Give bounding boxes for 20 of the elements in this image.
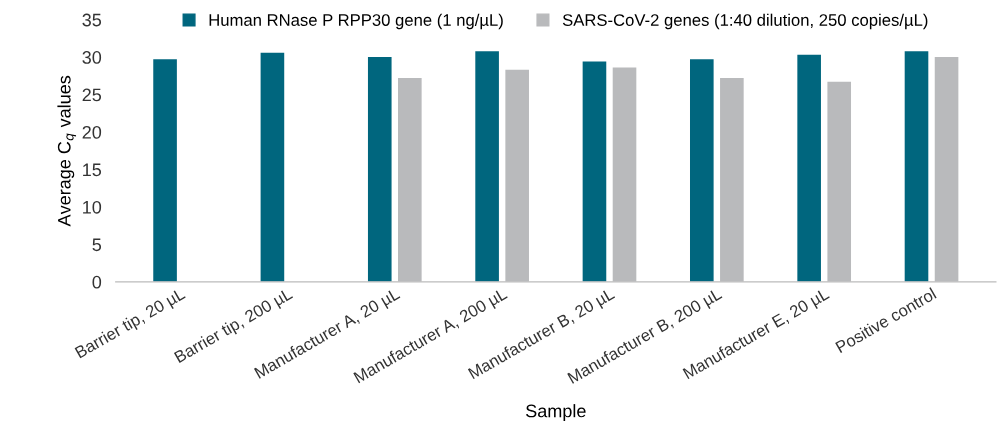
legend-label: Human RNase P RPP30 gene (1 ng/µL) [209, 13, 503, 30]
y-tick-label: 30 [82, 51, 102, 64]
bar [690, 59, 714, 282]
y-tick-label: 15 [83, 163, 102, 177]
bar [797, 54, 821, 282]
y-tick-label: 20 [82, 125, 102, 139]
bar [367, 57, 392, 282]
y-tick-label: 25 [82, 88, 102, 102]
x-axis-title: Sample [526, 404, 586, 421]
bar [153, 59, 177, 282]
bar [582, 61, 607, 282]
y-tick-label: 10 [83, 200, 102, 214]
bar [904, 51, 929, 282]
bar [260, 52, 285, 282]
legend-label: SARS-CoV-2 genes (1:40 dilution, 250 copies/µL) [562, 13, 928, 30]
y-tick-label: 5 [92, 238, 102, 252]
bar [475, 51, 499, 282]
y-tick-label: 0 [92, 275, 102, 289]
y-tick-label: 35 [82, 13, 102, 27]
y-axis-title: Average C$_{q}$ values [57, 75, 77, 227]
